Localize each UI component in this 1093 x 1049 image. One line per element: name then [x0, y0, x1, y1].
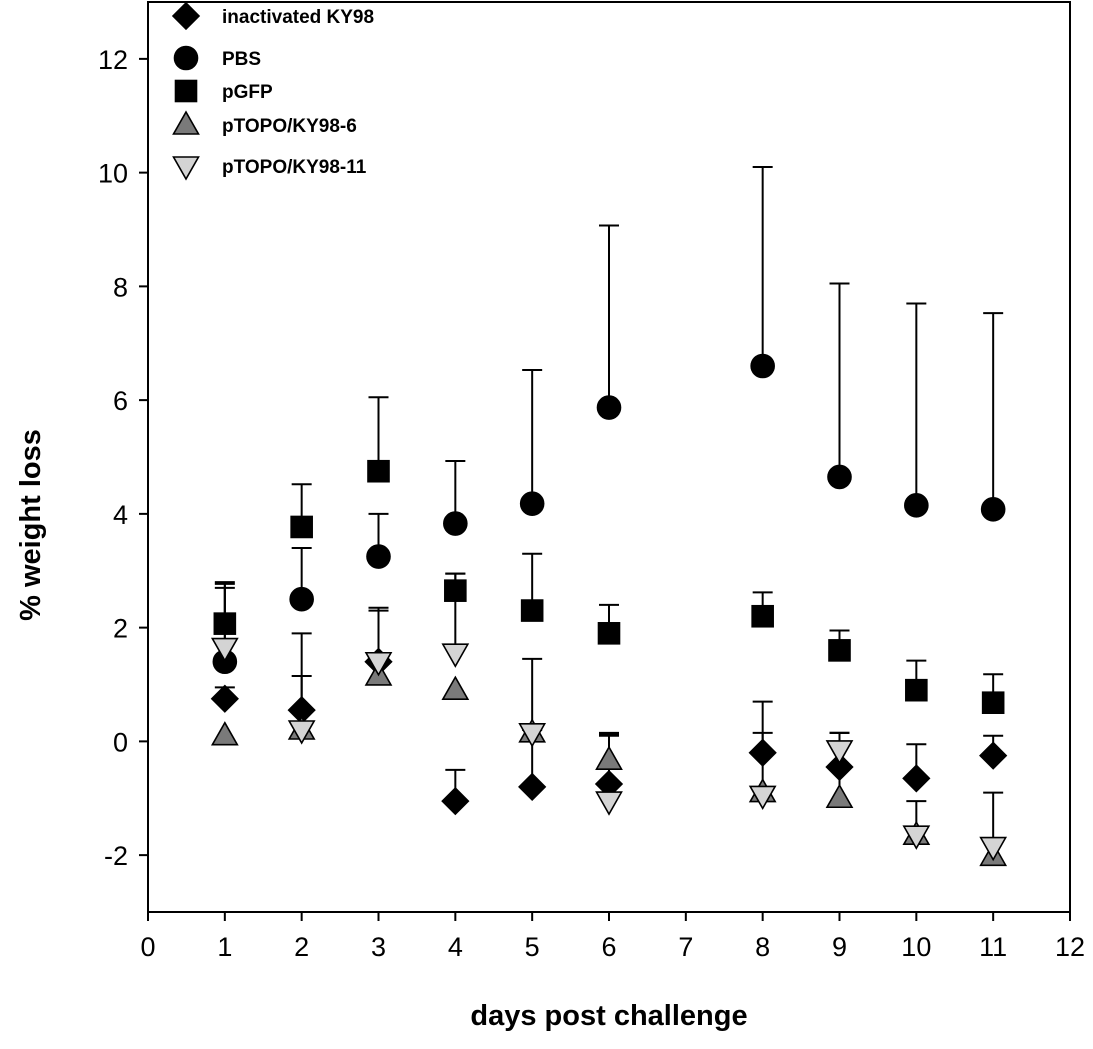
- point-ptopo-ky98-11: [287, 720, 316, 745]
- point-pgfp: [905, 678, 928, 702]
- x-tick-label: 1: [217, 932, 232, 962]
- y-tick-label: -2: [104, 841, 128, 871]
- point-ptopo-ky98-11: [979, 836, 1008, 862]
- y-tick-label: 12: [98, 45, 128, 75]
- point-pgfp: [290, 515, 313, 539]
- y-tick-label: 0: [113, 727, 128, 757]
- x-tick-label: 5: [525, 932, 540, 962]
- x-tick-label: 10: [901, 932, 931, 962]
- x-tick-label: 2: [294, 932, 309, 962]
- point-ptopo-ky98-11: [364, 651, 393, 677]
- point-ptopo-ky98-11: [595, 791, 623, 816]
- x-tick-label: 11: [979, 932, 1007, 962]
- point-inactivated-ky98: [902, 764, 931, 793]
- point-ptopo-ky98-6: [825, 783, 854, 809]
- legend-label: PBS: [222, 49, 261, 70]
- y-tick-label: 2: [113, 614, 128, 644]
- point-pgfp: [597, 622, 621, 645]
- legend-marker: [174, 79, 198, 103]
- point-pgfp: [367, 459, 390, 483]
- point-inactivated-ky98: [210, 684, 239, 713]
- point-ptopo-ky98-6: [595, 745, 623, 770]
- data-markers: [210, 353, 1008, 867]
- legend-marker: [173, 45, 199, 71]
- point-ptopo-ky98-11: [210, 637, 239, 663]
- point-pbs: [443, 511, 468, 536]
- point-pbs: [596, 395, 622, 420]
- point-ptopo-ky98-11: [748, 785, 777, 811]
- y-tick-label: 4: [113, 500, 128, 530]
- point-ptopo-ky98-6: [441, 675, 470, 700]
- point-pgfp: [828, 639, 851, 662]
- legend-marker: [172, 156, 200, 181]
- point-inactivated-ky98: [441, 786, 470, 816]
- point-inactivated-ky98: [825, 752, 854, 782]
- x-tick-label: 0: [140, 932, 155, 962]
- legend-label: pGFP: [222, 82, 273, 103]
- x-tick-label: 12: [1055, 932, 1085, 962]
- point-pbs: [904, 493, 929, 518]
- y-tick-label: 6: [113, 386, 128, 416]
- point-pbs: [366, 544, 391, 569]
- x-tick-label: 6: [601, 932, 616, 962]
- point-pbs: [289, 586, 314, 612]
- point-pgfp: [520, 599, 544, 622]
- point-pgfp: [751, 604, 774, 628]
- legend: inactivated KY98 PBS pGFP pTOPO/KY98-6 pTOPO…: [171, 1, 374, 181]
- x-tick-label: 7: [678, 932, 693, 962]
- point-inactivated-ky98: [748, 738, 777, 767]
- legend-label: pTOPO/KY98-11: [222, 157, 367, 178]
- point-pbs: [980, 497, 1006, 522]
- x-tick-label: 4: [448, 932, 463, 962]
- y-axis-title: % weight loss: [15, 429, 47, 621]
- point-pbs: [827, 464, 852, 490]
- legend-marker: [172, 110, 200, 135]
- x-tick-label: 3: [371, 932, 386, 962]
- x-tick-label: 9: [832, 932, 847, 962]
- error-bars: [214, 165, 1004, 847]
- point-pgfp: [444, 579, 467, 602]
- point-ptopo-ky98-11: [902, 825, 931, 850]
- x-tick-label: 8: [755, 932, 770, 962]
- point-inactivated-ky98: [518, 772, 547, 802]
- point-ptopo-ky98-11: [441, 643, 470, 668]
- y-tick-label: 10: [98, 159, 128, 189]
- point-ptopo-ky98-11: [518, 723, 547, 748]
- point-ptopo-ky98-11: [825, 740, 854, 765]
- legend-label: pTOPO/KY98-6: [222, 116, 357, 137]
- legend-marker: [171, 1, 201, 31]
- point-pbs: [519, 491, 545, 516]
- point-pgfp: [213, 612, 237, 635]
- point-pgfp: [981, 691, 1005, 715]
- point-pbs: [750, 353, 775, 379]
- point-ptopo-ky98-6: [210, 721, 239, 746]
- y-tick-label: 8: [113, 272, 128, 302]
- x-axis-title: days post challenge: [470, 1000, 747, 1032]
- legend-label: inactivated KY98: [222, 7, 374, 28]
- point-inactivated-ky98: [979, 741, 1008, 770]
